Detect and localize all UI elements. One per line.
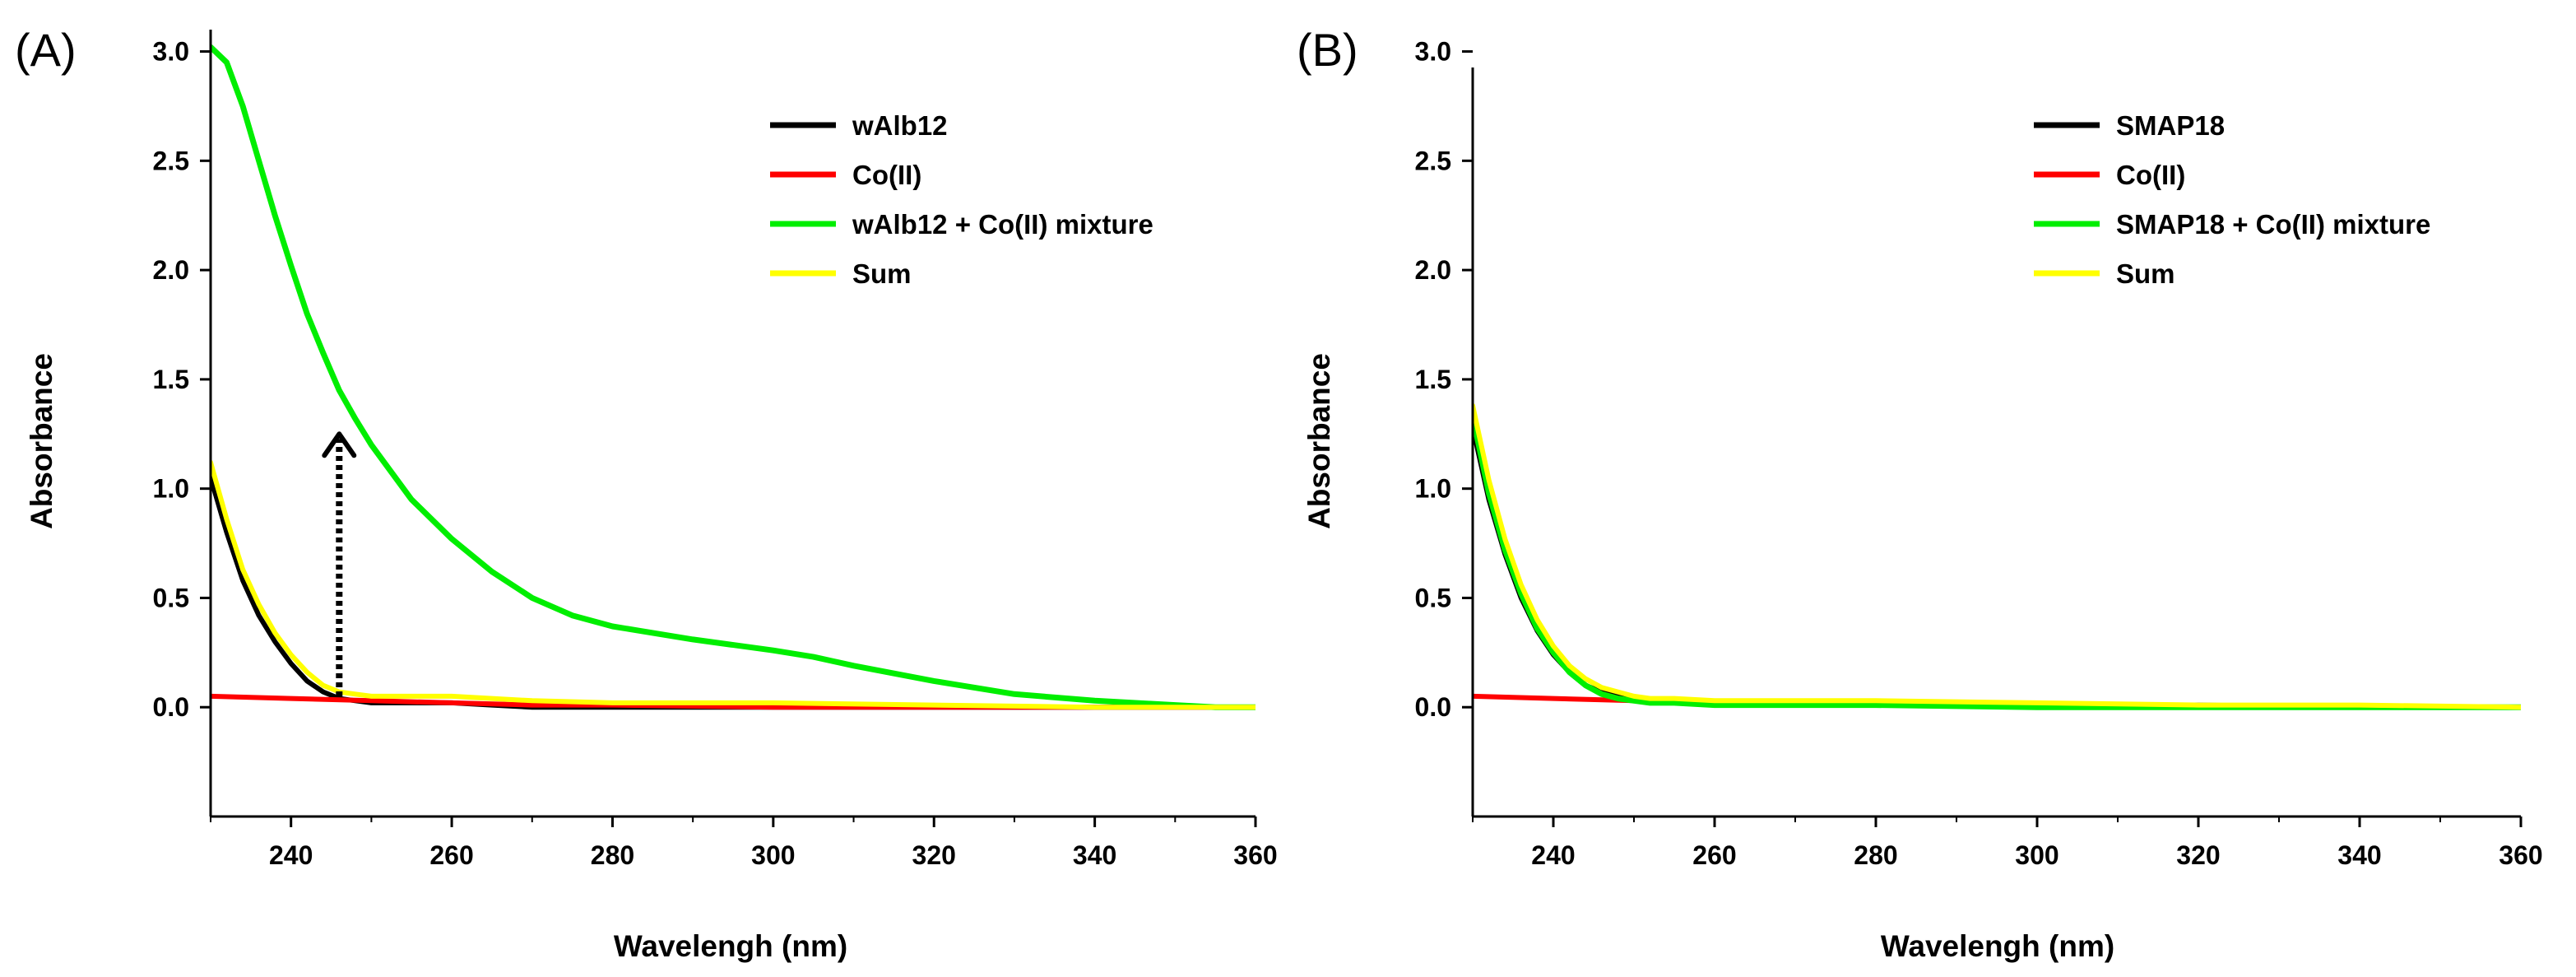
legend-item-sum: Sum bbox=[770, 258, 912, 289]
y-tick-label: 2.0 bbox=[153, 255, 189, 285]
y-axis-title: Absorbance bbox=[1302, 353, 1336, 529]
x-tick-label: 240 bbox=[1531, 840, 1575, 870]
x-axis-title: Wavelengh (nm) bbox=[614, 929, 847, 963]
y-tick-label: 2.5 bbox=[1415, 146, 1451, 175]
x-tick-label: 240 bbox=[269, 840, 313, 870]
x-tick-label: 280 bbox=[1854, 840, 1897, 870]
chart-panel-b: (B) 0.0 0.5 1.0 1.5 2.0 2.5 3.0 240 260 280 300 320… bbox=[1288, 0, 2576, 977]
x-axis-title: Wavelengh (nm) bbox=[1881, 929, 2114, 963]
panel-label: (A) bbox=[15, 24, 77, 76]
series-line-walb12 bbox=[211, 475, 1256, 710]
y-tick-label: 3.0 bbox=[153, 37, 189, 67]
panel-label: (B) bbox=[1297, 24, 1358, 76]
series-line-smap18 bbox=[1473, 425, 2521, 710]
y-tick-label: 0.0 bbox=[1415, 692, 1451, 722]
series-line-walb12-co-ii-mixture bbox=[211, 44, 1256, 710]
legend-item-co-ii: Co(II) bbox=[2034, 160, 2185, 190]
x-tick-label: 280 bbox=[591, 840, 634, 870]
x-tick-label: 260 bbox=[429, 840, 473, 870]
chart-b: (B) 0.0 0.5 1.0 1.5 2.0 2.5 3.0 240 260 280 300 320… bbox=[1297, 24, 2543, 963]
series-line-sum bbox=[211, 459, 1256, 710]
x-tick-label: 340 bbox=[1073, 840, 1116, 870]
legend-label: SMAP18 bbox=[2116, 110, 2225, 141]
y-tick-label: 3.0 bbox=[1415, 37, 1451, 67]
legend-label: Co(II) bbox=[852, 160, 921, 190]
x-tick-label: 320 bbox=[912, 840, 956, 870]
y-tick-label: 0.0 bbox=[153, 692, 189, 722]
y-tick-label: 0.5 bbox=[1415, 583, 1451, 612]
y-tick-label: 2.5 bbox=[153, 146, 189, 175]
x-tick-label: 340 bbox=[2337, 840, 2381, 870]
y-tick-label: 2.0 bbox=[1415, 255, 1451, 285]
legend: wAlb12 Co(II) wAlb12 + Co(II) mixture Sum bbox=[770, 110, 1153, 289]
legend-label: wAlb12 + Co(II) mixture bbox=[852, 209, 1153, 240]
x-tick-label: 260 bbox=[1692, 840, 1736, 870]
legend-item-walb12: wAlb12 bbox=[770, 110, 948, 141]
y-tick-label: 1.5 bbox=[153, 365, 189, 394]
legend-label: SMAP18 + Co(II) mixture bbox=[2116, 209, 2430, 240]
series-line-smap18-co-ii-mixture bbox=[1473, 413, 2521, 710]
legend-item-sum: Sum bbox=[2034, 258, 2175, 289]
legend-label: Sum bbox=[852, 258, 912, 289]
legend-label: wAlb12 bbox=[852, 110, 948, 141]
chart-a: (A) 0.0 0.5 1.0 1.5 2.0 2.5 3.0 240 260 280 300 320… bbox=[15, 24, 1278, 963]
legend-label: Co(II) bbox=[2116, 160, 2185, 190]
legend-item-co-ii: Co(II) bbox=[770, 160, 921, 190]
x-tick-label: 360 bbox=[2499, 840, 2542, 870]
legend-item-smap18-co-ii-mixture: SMAP18 + Co(II) mixture bbox=[2034, 209, 2430, 240]
x-tick-label: 320 bbox=[2176, 840, 2220, 870]
legend-label: Sum bbox=[2116, 258, 2175, 289]
x-tick-label: 300 bbox=[2015, 840, 2058, 870]
y-tick-label: 1.0 bbox=[1415, 474, 1451, 504]
chart-panel-a: (A) 0.0 0.5 1.0 1.5 2.0 2.5 3.0 240 260 280 300 320… bbox=[15, 24, 1278, 963]
y-tick-label: 1.0 bbox=[153, 474, 189, 504]
x-tick-label: 360 bbox=[1233, 840, 1277, 870]
series-line-sum bbox=[1473, 402, 2521, 710]
legend-item-walb12-co-ii-mixture: wAlb12 + Co(II) mixture bbox=[770, 209, 1153, 240]
y-tick-label: 1.5 bbox=[1415, 365, 1451, 394]
legend-item-smap18: SMAP18 bbox=[2034, 110, 2225, 141]
y-tick-label: 0.5 bbox=[153, 583, 189, 612]
dotted-arrow-annotation bbox=[322, 431, 357, 696]
legend: SMAP18 Co(II) SMAP18 + Co(II) mixture Sum bbox=[2034, 110, 2430, 289]
x-tick-label: 300 bbox=[751, 840, 795, 870]
y-axis-title: Absorbance bbox=[25, 353, 58, 529]
